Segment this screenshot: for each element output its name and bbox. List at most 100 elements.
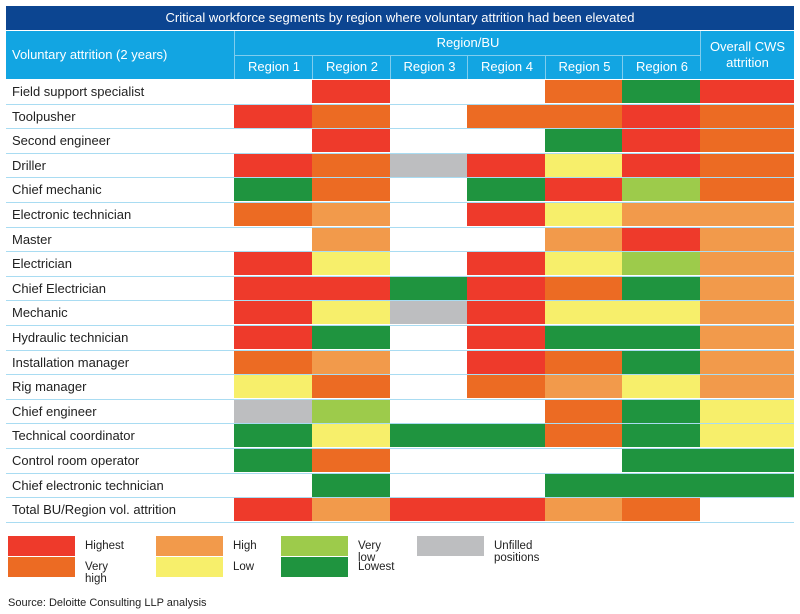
heatmap-cell [700, 325, 794, 349]
heatmap-cell [467, 350, 545, 374]
heatmap-cell [700, 129, 794, 153]
table-row: Chief engineer [6, 399, 794, 425]
heatmap-cell [312, 104, 390, 128]
heatmap-cell [312, 202, 390, 226]
table-row: Rig manager [6, 375, 794, 400]
heatmap-cell [622, 202, 700, 226]
heatmap-cell [312, 424, 390, 448]
heatmap-cell [622, 350, 700, 374]
table-row: Chief Electrician [6, 276, 794, 302]
heatmap-cell [700, 350, 794, 374]
heatmap-cell [467, 202, 545, 226]
table-row: Control room operator [6, 448, 794, 474]
table-row: Technical coordinator [6, 424, 794, 449]
heatmap-cell [467, 178, 545, 202]
row-label: Driller [12, 157, 46, 173]
table-row: Field support specialist [6, 80, 794, 105]
heatmap-cell [545, 129, 622, 153]
row-label: Installation manager [12, 354, 130, 370]
heatmap-cell [622, 375, 700, 399]
heatmap-cell [234, 178, 312, 202]
heatmap-cell [700, 104, 794, 128]
heatmap-cell [545, 350, 622, 374]
heatmap-cell [467, 153, 545, 177]
row-label: Field support specialist [12, 84, 145, 99]
source-note: Source: Deloitte Consulting LLP analysis [8, 597, 207, 609]
heatmap-cell [700, 448, 794, 472]
heatmap-cell [622, 129, 700, 153]
heatmap-cell [312, 153, 390, 177]
heatmap-cell [545, 375, 622, 399]
row-label: Master [12, 231, 52, 247]
legend-label: Highest [85, 540, 124, 552]
heatmap-cell [700, 498, 794, 522]
heatmap-cell [545, 276, 622, 300]
heatmap-cell [390, 276, 467, 300]
heatmap-cell [467, 448, 545, 472]
heatmap-cell [312, 252, 390, 276]
heatmap-cell [467, 375, 545, 399]
row-label: Second engineer [12, 133, 111, 149]
heatmap-cell [234, 276, 312, 300]
heatmap-cell [622, 227, 700, 251]
heatmap-cell [234, 202, 312, 226]
heatmap-cell [700, 80, 794, 103]
heatmap-cell [234, 424, 312, 448]
heatmap-cell [622, 399, 700, 423]
heatmap-cell [700, 178, 794, 202]
heatmap-cell [390, 252, 467, 276]
heatmap-cell [545, 424, 622, 448]
row-label: Technical coordinator [12, 428, 135, 444]
heatmap-cell [700, 473, 794, 497]
heatmap-cell [467, 498, 545, 522]
heatmap-cell [467, 399, 545, 423]
legend-label: Lowest [358, 561, 395, 573]
heatmap-cell [622, 301, 700, 325]
row-label: Total BU/Region vol. attrition [12, 502, 177, 518]
table-row: Chief electronic technician [6, 473, 794, 499]
legend-swatch [156, 536, 223, 556]
heatmap-cell [545, 153, 622, 177]
heatmap-cell [234, 473, 312, 497]
heatmap-cell [312, 350, 390, 374]
table-row: Chief mechanic [6, 178, 794, 203]
heatmap-cell [545, 178, 622, 202]
heatmap-cell [545, 104, 622, 128]
heatmap-cell [234, 301, 312, 325]
heatmap-cell [390, 325, 467, 349]
heatmap-cell [312, 178, 390, 202]
legend-swatch [156, 557, 223, 577]
row-label: Chief engineer [12, 403, 97, 419]
heatmap-cell [545, 227, 622, 251]
heatmap-cell [622, 104, 700, 128]
column-header: Region 4 [467, 55, 546, 79]
heatmap-cell [390, 202, 467, 226]
row-label: Electronic technician [12, 206, 132, 222]
table-row: Hydraulic technician [6, 325, 794, 351]
heatmap-cell [545, 325, 622, 349]
heatmap-cell [622, 424, 700, 448]
heatmap-cell [234, 104, 312, 128]
heatmap-cell [312, 399, 390, 423]
heatmap-cell [390, 227, 467, 251]
heatmap-cell [312, 129, 390, 153]
heatmap-cell [390, 424, 467, 448]
heatmap-cell [467, 227, 545, 251]
heatmap-cell [622, 252, 700, 276]
table-row: Total BU/Region vol. attrition [6, 498, 794, 523]
row-header: Voluntary attrition (2 years) [12, 47, 168, 62]
legend-label: Very low [358, 540, 382, 564]
heatmap-cell [234, 80, 312, 103]
heatmap-cell [622, 80, 700, 103]
heatmap-cell [234, 325, 312, 349]
heatmap-cell [622, 473, 700, 497]
column-header: Region 3 [390, 55, 468, 79]
heatmap-cell [700, 252, 794, 276]
heatmap-cell [390, 399, 467, 423]
heatmap-cell [622, 178, 700, 202]
heatmap-cell [622, 276, 700, 300]
heatmap-cell [700, 153, 794, 177]
legend-label: High [233, 540, 257, 552]
chart-title: Critical workforce segments by region wh… [6, 6, 794, 30]
heatmap-cell [390, 350, 467, 374]
